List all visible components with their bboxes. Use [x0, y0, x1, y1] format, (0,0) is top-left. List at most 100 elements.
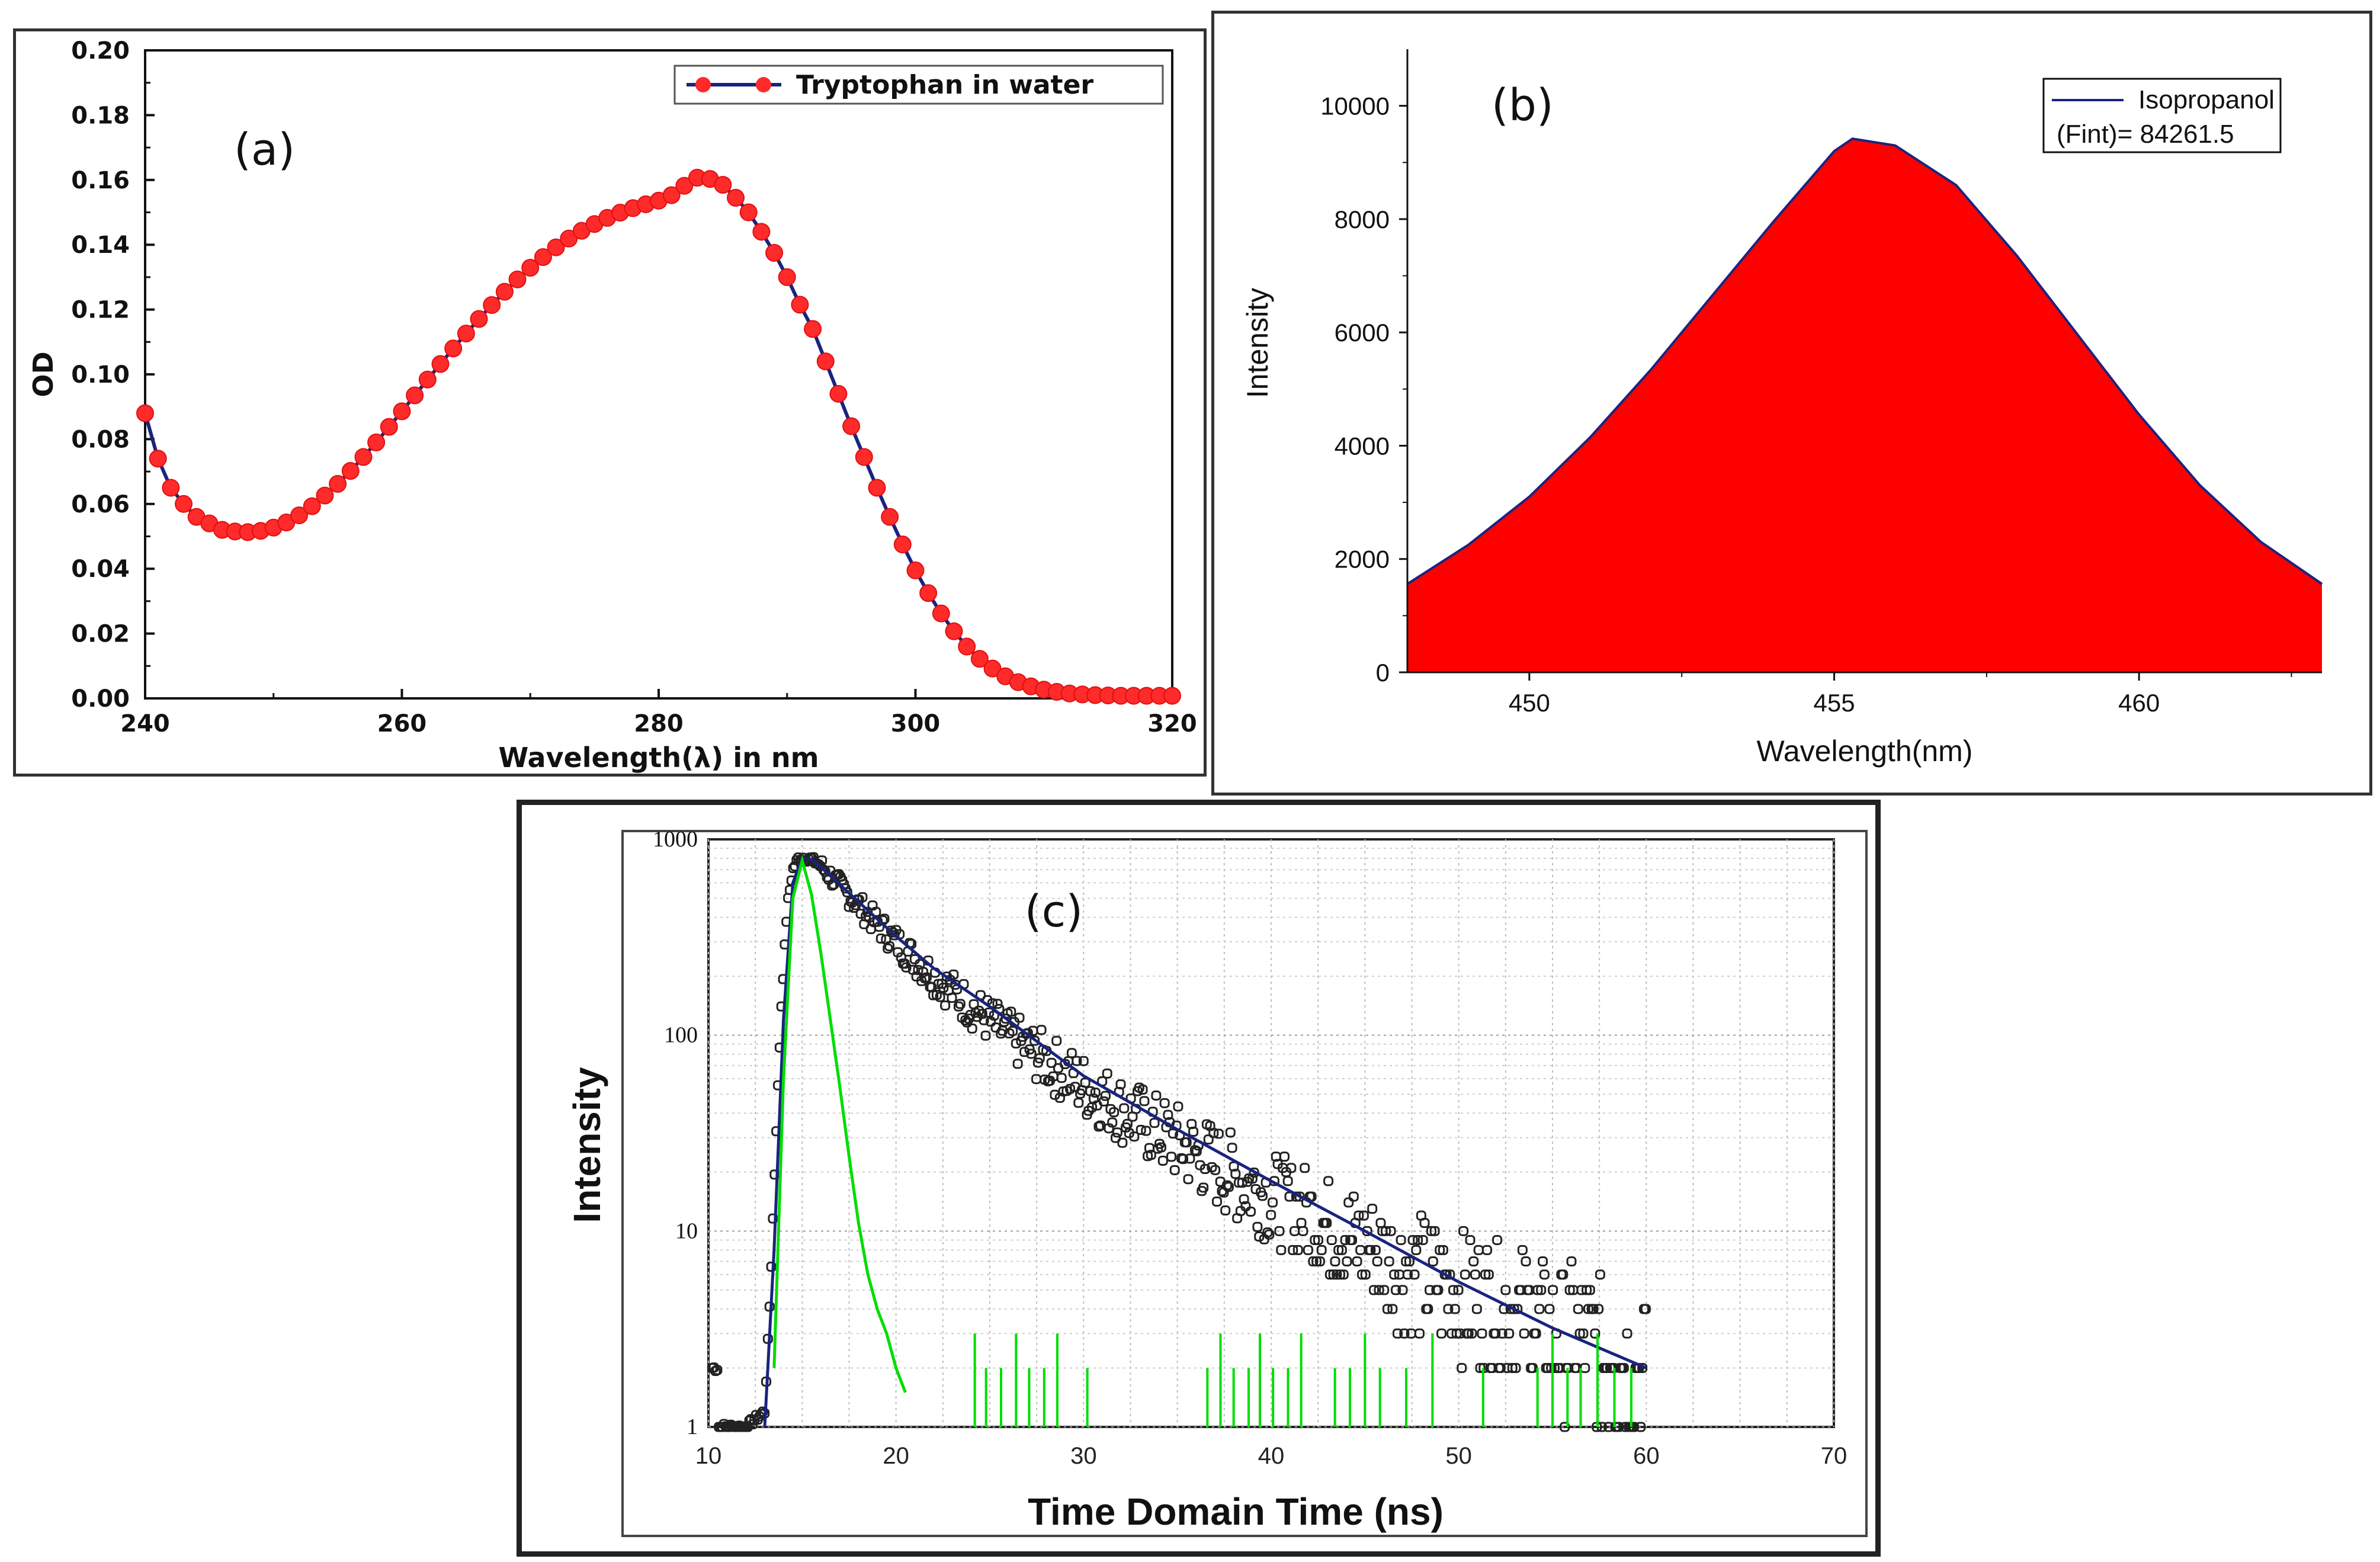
- data-point-a: [162, 479, 180, 497]
- data-point-c: [1330, 1256, 1340, 1267]
- data-point-c: [768, 1213, 778, 1224]
- data-point-a: [290, 506, 309, 524]
- data-point-c: [1397, 1285, 1408, 1295]
- y-tick-label-b: 6000: [1335, 319, 1390, 347]
- panel-tag-b: (b): [1491, 80, 1554, 131]
- data-point-c: [1264, 1229, 1275, 1240]
- data-point-c: [1169, 1165, 1180, 1175]
- data-point-c: [1012, 1059, 1023, 1069]
- data-point-c: [1372, 1256, 1383, 1267]
- data-point-c: [1531, 1328, 1541, 1339]
- data-point-c: [1588, 1304, 1599, 1314]
- data-point-c: [1159, 1098, 1170, 1108]
- data-point-c: [1635, 1422, 1646, 1432]
- data-point-c: [1379, 1285, 1390, 1295]
- data-point-c: [1136, 1124, 1146, 1135]
- data-point-a: [547, 238, 565, 256]
- data-point-c: [1276, 1245, 1287, 1255]
- data-point-c: [1593, 1304, 1604, 1314]
- data-point-a: [470, 310, 488, 328]
- data-point-c: [1399, 1328, 1410, 1339]
- data-point-c: [1110, 1133, 1121, 1143]
- y-tick-label-a: 0.02: [71, 621, 130, 648]
- data-point-c: [1225, 1127, 1236, 1138]
- data-point-a: [829, 384, 848, 403]
- data-point-c: [1262, 1227, 1273, 1238]
- data-point-c: [1438, 1245, 1448, 1255]
- data-point-a: [431, 355, 450, 373]
- data-point-c: [1065, 1083, 1076, 1094]
- data-point-c: [1056, 1073, 1067, 1083]
- x-axis-label-a: Wavelength(λ) in nm: [498, 742, 819, 774]
- data-point-c: [1051, 1035, 1062, 1046]
- data-point-c: [1521, 1256, 1531, 1267]
- data-point-c: [1490, 1328, 1501, 1339]
- data-point-c: [1006, 1006, 1016, 1017]
- series-line-a: [143, 175, 1172, 698]
- data-point-c: [1413, 1234, 1423, 1245]
- legend-label-a: Tryptophan in water: [796, 70, 1093, 100]
- data-point-c: [1544, 1304, 1555, 1314]
- y-tick-label-a: 0.18: [71, 102, 130, 129]
- data-point-a: [791, 296, 809, 314]
- data-point-c: [1411, 1245, 1422, 1255]
- y-tick-label-a: 0.08: [71, 426, 130, 453]
- data-point-a: [945, 622, 963, 640]
- data-point-c: [1252, 1221, 1263, 1232]
- data-point-c: [1211, 1197, 1222, 1207]
- data-point-c: [1573, 1304, 1583, 1314]
- data-point-c: [1066, 1048, 1077, 1059]
- data-point-a: [842, 417, 861, 435]
- data-point-c: [1380, 1226, 1391, 1236]
- data-point-c: [1374, 1285, 1384, 1295]
- data-point-c: [1223, 1182, 1234, 1192]
- data-point-c: [1282, 1176, 1293, 1186]
- data-point-c: [1534, 1304, 1545, 1314]
- data-point-c: [1384, 1256, 1394, 1267]
- data-point-c: [1093, 1121, 1104, 1132]
- data-point-c: [1227, 1143, 1237, 1153]
- legend-marker-a: [695, 77, 711, 92]
- data-point-c: [857, 892, 868, 903]
- data-point-c: [1316, 1245, 1327, 1255]
- data-point-c: [1137, 1084, 1148, 1095]
- data-point-c: [1313, 1234, 1323, 1245]
- data-point-a: [906, 561, 925, 579]
- y-tick-label-c: 10: [675, 1218, 698, 1243]
- data-point-c: [1257, 1191, 1268, 1201]
- x-tick-label-c: 70: [1821, 1443, 1847, 1469]
- y-tick-label-b: 2000: [1335, 546, 1390, 573]
- data-point-c: [1178, 1154, 1188, 1165]
- data-point-c: [1157, 1155, 1168, 1166]
- data-point-c: [1622, 1328, 1632, 1339]
- area-fill-b: [1407, 139, 2322, 672]
- area-outline-b: [1406, 137, 2323, 585]
- data-point-c: [947, 993, 957, 1003]
- data-point-c: [1298, 1226, 1308, 1236]
- data-point-c: [1578, 1328, 1589, 1339]
- data-point-c: [977, 1009, 987, 1019]
- data-point-c: [1117, 1137, 1128, 1148]
- data-point-c: [1637, 1362, 1648, 1373]
- y-tick-label-a: 0.16: [71, 167, 130, 194]
- data-point-c: [938, 982, 949, 993]
- data-point-c: [1407, 1234, 1418, 1245]
- data-point-a: [855, 448, 873, 466]
- x-tick-label-c: 20: [883, 1443, 909, 1469]
- x-tick-label-c: 10: [695, 1443, 722, 1469]
- chart-panel-c: 1 10 100 1000 10 20 30 40 50 60 70 Time Domain Time…: [517, 800, 1881, 1557]
- y-tick-label-a: 0.06: [71, 491, 130, 518]
- data-point-c: [1210, 1165, 1221, 1175]
- data-point-c: [1428, 1256, 1438, 1267]
- data-point-c: [1538, 1256, 1548, 1267]
- data-point-c: [1254, 1231, 1265, 1242]
- data-point-c: [1115, 1079, 1126, 1090]
- data-point-c: [1504, 1328, 1515, 1339]
- data-point-c: [1100, 1090, 1111, 1101]
- data-point-a: [881, 508, 899, 526]
- data-point-c: [1200, 1163, 1211, 1174]
- y-axis-label-c: Intensity: [566, 1067, 608, 1223]
- data-point-c: [1595, 1269, 1605, 1280]
- data-point-c: [1183, 1174, 1194, 1185]
- y-tick-label-b: 10000: [1320, 92, 1390, 120]
